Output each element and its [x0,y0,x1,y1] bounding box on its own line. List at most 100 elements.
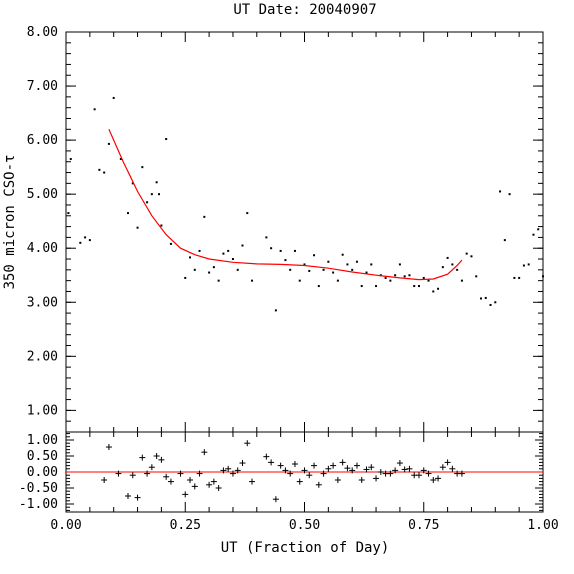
data-point [499,190,502,193]
y-axis-label: 350 micron CSO-τ [2,155,18,290]
data-point [460,279,463,282]
data-point [98,168,101,171]
residual-point [420,467,427,474]
main-y-tick-label: 3.00 [27,295,58,310]
data-point [484,296,487,299]
residual-point [301,467,308,474]
chart-title: UT Date: 20040907 [233,2,376,18]
residual-point [291,461,298,467]
residual-point [105,444,112,451]
residual-point [425,470,432,477]
data-point [360,285,363,288]
main-y-tick-label: 5.00 [27,187,58,202]
data-point [475,275,478,278]
residual-point [368,464,375,471]
data-point [489,303,492,306]
residual-y-tick-label: -1.00 [19,497,58,512]
data-point [456,268,459,271]
data-point [532,233,535,236]
data-point [336,279,339,282]
data-point [522,264,525,267]
data-point [265,236,268,239]
data-point [417,285,420,288]
residual-point [377,469,384,475]
residual-point [210,478,217,485]
residual-point [153,453,160,459]
data-point [298,279,301,282]
data-point [341,253,344,256]
data-point [403,275,406,278]
residual-point [182,491,189,498]
residual-point [187,477,194,483]
main-y-tick-label: 2.00 [27,349,58,364]
data-point [479,297,482,300]
residual-point [349,467,356,474]
data-point [375,285,378,288]
residual-point [229,470,236,477]
data-point [203,215,206,218]
residual-point [334,477,341,483]
residual-y-tick-label: 1.00 [27,433,58,448]
data-point [88,239,91,242]
data-point [398,263,401,266]
data-point [146,201,149,204]
data-point [289,268,292,271]
data-point [451,263,454,266]
data-point [84,236,87,239]
data-point [327,260,330,263]
residual-point [449,465,456,472]
residual-point [315,481,322,488]
main-data-points [67,96,544,312]
residual-point [439,464,446,471]
residual-y-tick-label: 0.00 [27,465,58,480]
residual-point [196,470,203,477]
residual-point [306,472,313,479]
data-point [112,96,115,99]
residual-point [435,475,442,482]
residual-point [134,494,141,501]
residual-point [430,477,437,483]
residual-point [325,465,332,472]
data-point [293,249,296,252]
fit-curve [108,129,463,281]
residual-point [191,483,198,490]
data-point [131,182,134,185]
residual-point [215,485,222,491]
data-point [212,266,215,269]
residual-point [330,462,337,469]
residual-point [225,465,232,472]
data-point [217,279,220,282]
data-point [241,244,244,247]
residual-point [115,470,122,477]
data-point [222,252,225,255]
residual-point [339,459,346,466]
data-point [69,158,72,161]
data-point [355,260,358,263]
data-point [284,259,287,262]
data-point [158,193,161,196]
residual-point [244,440,251,447]
data-point [303,263,306,266]
residual-point [358,477,365,483]
data-point [322,268,325,271]
data-point [370,263,373,266]
residual-point [396,460,403,467]
data-point [189,256,192,259]
data-point [270,247,273,250]
data-point [465,252,468,255]
residual-point [206,481,213,488]
data-point [470,255,473,258]
data-point [169,242,172,245]
x-tick-label: 0.75 [408,518,439,533]
residual-point [287,470,294,477]
data-point [198,249,201,252]
data-point [79,241,82,244]
data-point [537,228,540,231]
data-point [236,268,239,271]
data-point [513,276,516,279]
data-point [136,226,139,229]
residual-point [101,477,108,483]
residual-point [282,467,289,474]
data-point [193,268,196,271]
